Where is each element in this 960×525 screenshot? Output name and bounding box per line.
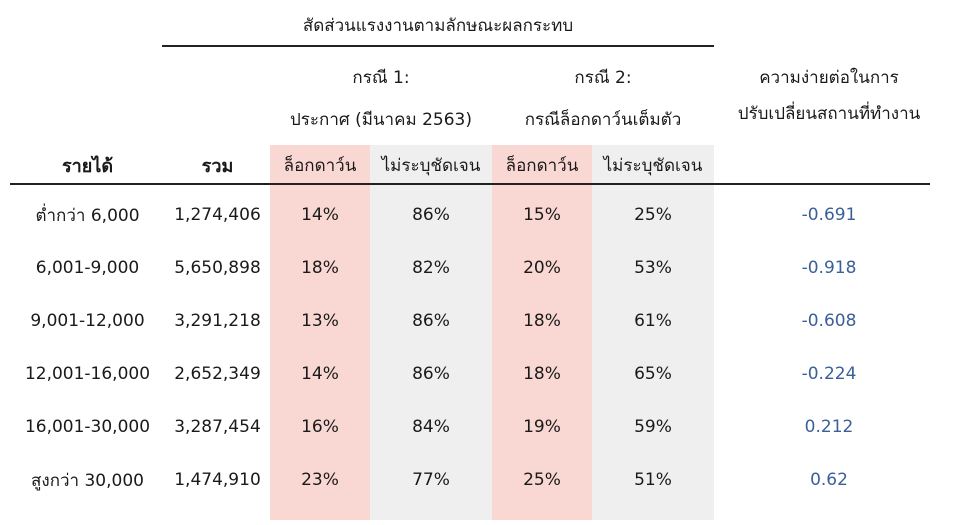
case2-unclear-cell: 25% [634,205,672,225]
case2-title-line2: กรณีล็อกดาว์นเต็มตัว [524,109,682,130]
income-cell: 9,001-12,000 [30,311,145,331]
case2-unclear-cell: 53% [634,258,672,278]
case2-lockdown-cell: 20% [523,258,561,278]
total-cell: 5,650,898 [174,258,261,278]
total-cell: 3,291,218 [174,311,261,331]
case2-lockdown-header: ล็อกดาว์น [505,155,579,176]
case1-unclear-column-bg [370,145,492,520]
total-cell: 1,474,910 [174,470,261,490]
case1-unclear-cell: 84% [412,417,450,437]
case2-lockdown-cell: 25% [523,470,561,490]
case1-lockdown-cell: 14% [301,364,339,384]
case1-lockdown-column-bg [270,145,370,520]
case1-unclear-cell: 86% [412,311,450,331]
ease-cell: -0.918 [801,258,857,278]
ease-cell: -0.224 [801,364,857,384]
ease-title-line1: ความง่ายต่อในการ [759,67,899,88]
case1-unclear-header: ไม่ระบุชัดเจน [381,155,481,176]
income-cell: 6,001-9,000 [35,258,140,278]
case2-lockdown-cell: 19% [523,417,561,437]
group-title: สัดส่วนแรงงานตามลักษณะผลกระทบ [302,15,574,36]
case1-title-line2: ประกาศ (มีนาคม 2563) [290,109,472,130]
case2-lockdown-column-bg [492,145,592,520]
case2-lockdown-cell: 15% [523,205,561,225]
case2-unclear-cell: 59% [634,417,672,437]
case1-unclear-cell: 77% [412,470,450,490]
case1-unclear-cell: 82% [412,258,450,278]
case2-title-line1: กรณี 2: [574,67,632,88]
case1-lockdown-cell: 13% [301,311,339,331]
ease-cell: 0.212 [804,417,854,437]
case2-unclear-column-bg [592,145,714,520]
case2-lockdown-cell: 18% [523,311,561,331]
ease-cell: -0.691 [801,205,857,225]
case2-lockdown-cell: 18% [523,364,561,384]
ease-title-line2: ปรับเปลี่ยนสถานที่ทำงาน [737,103,921,124]
case2-unclear-cell: 65% [634,364,672,384]
ease-cell: -0.608 [801,311,857,331]
total-cell: 1,274,406 [174,205,261,225]
ease-cell: 0.62 [810,470,848,490]
income-cell: สูงกว่า 30,000 [31,470,144,491]
case1-unclear-cell: 86% [412,205,450,225]
total-header: รวม [201,155,234,177]
header-bottom-rule [10,183,930,185]
income-cell: 16,001-30,000 [24,417,151,437]
case2-unclear-header: ไม่ระบุชัดเจน [603,155,703,176]
income-cell: ต่ำกว่า 6,000 [35,205,140,226]
case2-unclear-cell: 51% [634,470,672,490]
total-cell: 3,287,454 [174,417,261,437]
case1-title-line1: กรณี 1: [352,67,410,88]
case1-unclear-cell: 86% [412,364,450,384]
total-cell: 2,652,349 [174,364,261,384]
income-cell: 12,001-16,000 [24,364,151,384]
case1-lockdown-cell: 16% [301,417,339,437]
case2-unclear-cell: 61% [634,311,672,331]
case1-lockdown-cell: 23% [301,470,339,490]
group-title-underline [162,45,714,47]
case1-lockdown-header: ล็อกดาว์น [283,155,357,176]
case1-lockdown-cell: 14% [301,205,339,225]
case1-lockdown-cell: 18% [301,258,339,278]
income-header: รายได้ [61,155,114,177]
